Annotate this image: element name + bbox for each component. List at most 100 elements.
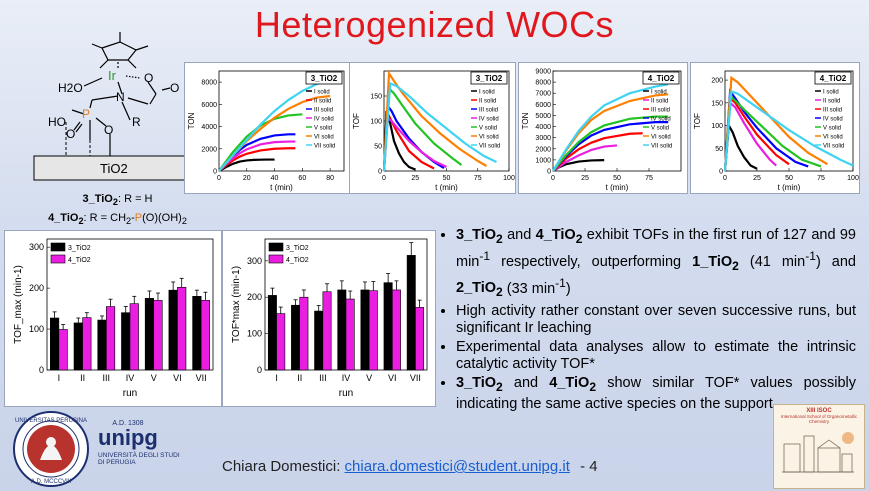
finding-item-4: 3_TiO2 and 4_TiO2 show similar TOF* valu… — [456, 375, 856, 413]
bar — [383, 282, 393, 371]
x-tick-label: II — [80, 373, 85, 383]
y-tick-label: 300 — [247, 256, 262, 266]
legend-entry: VII solid — [479, 144, 500, 150]
y-tick-label: 200 — [247, 292, 262, 302]
legend-entry: IV solid — [479, 117, 499, 123]
y-tick-label: 200 — [29, 283, 44, 293]
y-axis-label: TOF — [352, 113, 361, 129]
chart-ton-3-panel: 0 20 40 60 80 0 2000 4000 6000 8000 t (min) TON 3_Ti… — [184, 62, 351, 194]
svg-text:O: O — [66, 127, 75, 141]
legend-entry: 3_TiO2 — [68, 245, 91, 252]
chart-tof-3-panel: 0 25 50 75 100 0 50 100 150 t (min) TOF 3_TiO2 I sol… — [349, 62, 516, 194]
series-line-6 — [382, 70, 488, 172]
y-tick-label: 0 — [719, 169, 723, 176]
plot-frame — [218, 70, 345, 172]
legend-entry: II solid — [651, 99, 668, 105]
legend-entry: III solid — [479, 108, 498, 114]
x-tick-label: III — [319, 373, 327, 383]
author-name: Chiara Domestici: — [222, 458, 341, 475]
x-tick-label: 20 — [243, 175, 251, 182]
x-tick-label: VII — [196, 373, 207, 383]
series-line-2 — [218, 147, 296, 172]
y-tick-label: 100 — [711, 123, 723, 130]
x-tick-label: 75 — [645, 175, 653, 182]
y-tick-label: 7000 — [535, 91, 551, 98]
legend-swatch — [268, 242, 284, 252]
page-number: - 4 — [580, 458, 598, 475]
caption-line-3: 3_TiO2: R = H — [82, 193, 153, 208]
svg-text:UNIVERSITAS PERUSINA: UNIVERSITAS PERUSINA — [15, 418, 87, 424]
y-tick-label: 8000 — [201, 80, 217, 87]
bar — [73, 322, 83, 371]
school-title: XIII ISOC — [806, 408, 832, 414]
bar — [192, 296, 202, 371]
legend-entry: IV solid — [314, 117, 334, 123]
x-tick-label: 0 — [217, 175, 221, 182]
school-subtitle: International School of Organometallic C… — [780, 414, 858, 424]
x-tick-label: 25 — [411, 175, 419, 182]
y-tick-label: 0 — [257, 365, 262, 375]
legend-swatch — [50, 242, 66, 252]
x-tick-label: IV — [342, 373, 351, 383]
svg-text:O: O — [144, 71, 153, 85]
series-line-7 — [552, 83, 669, 172]
series-line-1 — [218, 158, 275, 172]
legend-entry: 4_TiO2 — [68, 257, 91, 264]
unipg-sub2: DI PERUGIA — [98, 459, 136, 466]
author-email-link[interactable]: chiara.domestici@student.unipg.it — [344, 458, 570, 475]
chart-ton-3: 0 20 40 60 80 0 2000 4000 6000 8000 t (min) TON 3_Ti… — [187, 70, 345, 192]
x-tick-label: III — [103, 373, 111, 383]
panel-label: 4_TiO2 — [648, 74, 675, 83]
finding-item-3: Experimental data analyses allow to esti… — [456, 339, 856, 373]
x-tick-label: V — [366, 373, 372, 383]
caption-line-4: 4_TiO2: R = CH2-P(O)(OH)2 — [48, 212, 187, 227]
seal-icon: UNIVERSITAS PERUSINA A.D. MCCCVIII — [13, 411, 89, 487]
x-axis-label: run — [339, 388, 353, 399]
bar — [105, 306, 116, 371]
x-axis-label: t (min) — [435, 183, 458, 192]
unipg-name: unipg — [98, 425, 158, 450]
series-line-5 — [552, 115, 669, 172]
y-axis-label: TON — [521, 112, 530, 129]
legend-entry: III solid — [314, 108, 333, 114]
molecule-structure: Ir H2O N O O R P HO O O TiO2 — [20, 30, 220, 190]
phosphorus-label: P — [82, 107, 90, 121]
legend-swatch — [50, 254, 66, 264]
bar — [276, 313, 286, 371]
bar — [368, 290, 378, 371]
bar — [314, 310, 324, 371]
y-tick-label: 6000 — [201, 102, 217, 109]
x-tick-label: II — [297, 373, 302, 383]
svg-text:A.D. MCCCVIII: A.D. MCCCVIII — [31, 479, 72, 485]
x-tick-label: 50 — [443, 175, 451, 182]
bar — [82, 317, 92, 371]
unipg-year: A.D. 1308 — [112, 420, 144, 427]
bar — [50, 317, 60, 371]
chart-tof-4-panel: 0 25 50 75 100 0 50 100 150 200 t (min) TOF 4_TiO2 I … — [690, 62, 860, 194]
legend-entry: VI solid — [651, 135, 671, 141]
bar — [177, 287, 187, 371]
y-tick-label: 2000 — [201, 146, 217, 153]
series-line-1 — [723, 121, 758, 172]
x-axis-label: t (min) — [778, 183, 801, 192]
bar — [200, 300, 210, 371]
r-group-label: R — [132, 115, 141, 129]
bar — [97, 319, 107, 371]
panel-label-box — [642, 71, 680, 85]
x-tick-label: VI — [173, 373, 182, 383]
molecule-drawing: Ir H2O N O O R P HO O O TiO2 — [33, 32, 205, 181]
legend-entry: II solid — [314, 99, 331, 105]
panel-label: 4_TiO2 — [820, 74, 847, 83]
university-seal: UNIVERSITAS PERUSINA A.D. MCCCVIII — [12, 410, 90, 488]
panel-label: 3_TiO2 — [311, 74, 338, 83]
y-tick-label: 4000 — [535, 124, 551, 131]
y-axis-label: TOF*max (min-1) — [231, 266, 242, 343]
legend-entry: 4_TiO2 — [286, 257, 309, 264]
nitrogen-label: N — [116, 90, 125, 104]
series-line-2 — [723, 100, 777, 172]
x-tick-label: 75 — [817, 175, 825, 182]
unipg-logo: A.D. 1308 unipg UNIVERSITÀ DEGLI STUDI D… — [98, 420, 188, 480]
chart-tof-3: 0 25 50 75 100 0 50 100 150 t (min) TOF 3_TiO2 I sol… — [352, 70, 515, 192]
panel-label-box — [470, 71, 508, 85]
